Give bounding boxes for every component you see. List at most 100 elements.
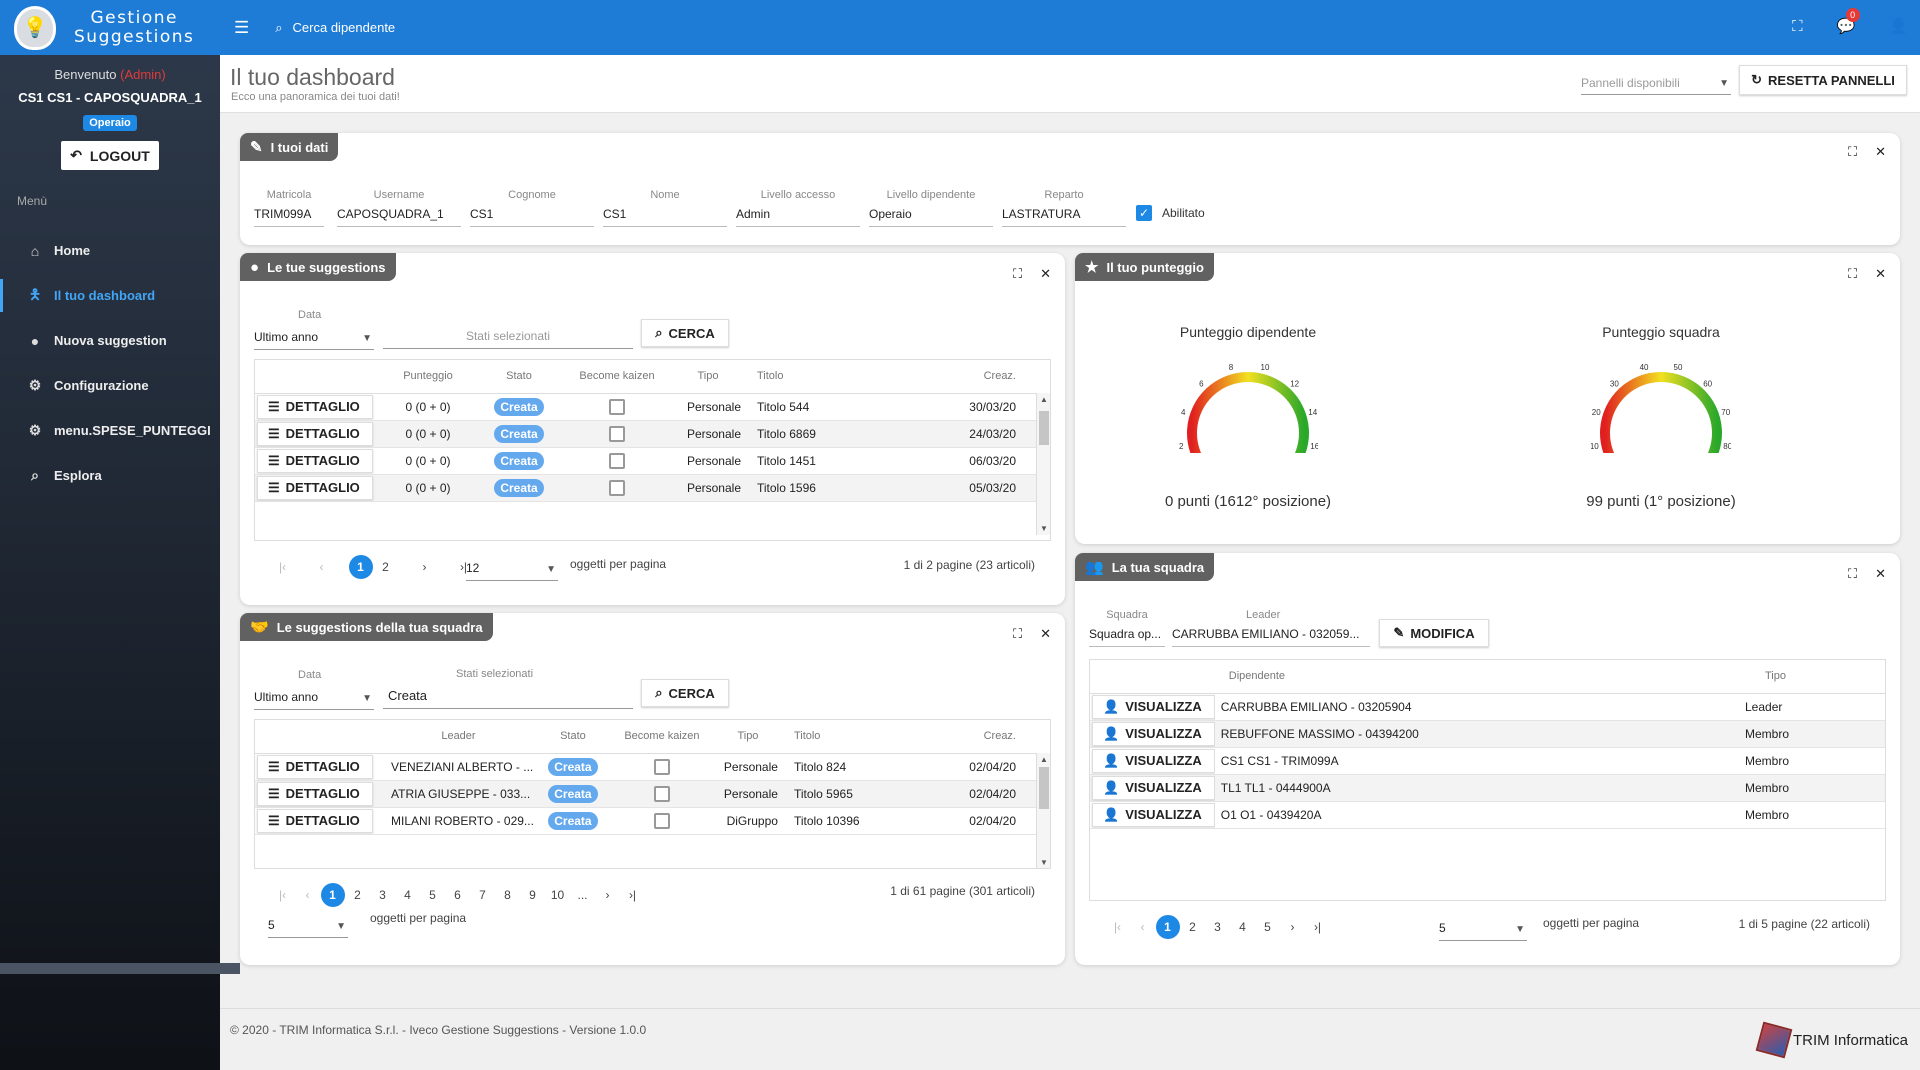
logout-button[interactable]: ↶ LOGOUT xyxy=(61,141,159,170)
visualizza-button[interactable]: 👤 VISUALIZZA xyxy=(1092,775,1215,800)
become-kaizen-checkbox[interactable] xyxy=(653,758,670,775)
sidebar-item-configurazione[interactable]: ⚙ Configurazione xyxy=(0,363,220,408)
dettaglio-button[interactable]: ☰ DETTAGLIO xyxy=(257,754,373,779)
per-page-select[interactable]: 5 ▼ xyxy=(1439,921,1527,941)
panel-tab[interactable]: ✎ I tuoi dati xyxy=(240,133,339,161)
check-icon[interactable]: ✓ xyxy=(1136,205,1152,221)
close-icon[interactable]: ✕ xyxy=(1875,566,1886,581)
field-value[interactable]: TRIM099A xyxy=(254,207,324,227)
dettaglio-button[interactable]: ☰ DETTAGLIO xyxy=(257,448,373,473)
stati-select[interactable]: Creata xyxy=(383,688,633,709)
user-icon[interactable]: 👤 xyxy=(1889,18,1908,35)
page-button[interactable]: 2 xyxy=(1189,920,1196,934)
visualizza-button[interactable]: 👤 VISUALIZZA xyxy=(1092,802,1215,827)
scroll-thumb[interactable] xyxy=(1039,411,1049,445)
expand-icon[interactable]: ⛶ xyxy=(1012,626,1023,641)
page-button[interactable]: 4 xyxy=(404,888,411,902)
visualizza-button[interactable]: 👤 VISUALIZZA xyxy=(1092,748,1215,773)
cerca-button[interactable]: ⌕ CERCA xyxy=(641,679,729,707)
dettaglio-button[interactable]: ☰ DETTAGLIO xyxy=(257,781,373,806)
abilitato-checkbox[interactable]: ✓ Abilitato xyxy=(1136,205,1205,221)
sidebar-item-spese-punteggi[interactable]: ⚙ menu.SPESE_PUNTEGGI xyxy=(0,408,220,453)
visualizza-button[interactable]: 👤 VISUALIZZA xyxy=(1092,721,1215,746)
page-button[interactable]: 5 xyxy=(1264,920,1271,934)
cerca-button[interactable]: ⌕ CERCA xyxy=(641,319,729,347)
col-stato[interactable]: Stato xyxy=(473,360,565,394)
dettaglio-button[interactable]: ☰ DETTAGLIO xyxy=(257,808,373,833)
expand-icon[interactable]: ⛶ xyxy=(1012,266,1023,281)
col-tipo[interactable]: Tipo xyxy=(669,360,747,394)
field-value[interactable]: LASTRATURA xyxy=(1002,207,1126,227)
field-value[interactable]: Admin xyxy=(736,207,860,227)
search-input[interactable]: Cerca dipendente xyxy=(292,20,396,35)
scroll-down-icon[interactable]: ▼ xyxy=(1040,524,1048,533)
col-creaz[interactable]: Creaz. xyxy=(879,720,1050,754)
notifications-icon[interactable]: 💬 0 xyxy=(1837,8,1860,35)
page-button[interactable]: 3 xyxy=(379,888,386,902)
visualizza-button[interactable]: 👤 VISUALIZZA xyxy=(1092,694,1215,719)
last-page-icon[interactable]: ›| xyxy=(1313,920,1322,934)
page-button[interactable]: 4 xyxy=(1239,920,1246,934)
become-kaizen-checkbox[interactable] xyxy=(609,452,625,469)
col-dipendente[interactable]: Dipendente xyxy=(1214,660,1705,694)
page-button[interactable]: 2 xyxy=(382,560,389,574)
become-kaizen-checkbox[interactable] xyxy=(653,812,670,829)
dettaglio-button[interactable]: ☰ DETTAGLIO xyxy=(257,394,373,419)
close-icon[interactable]: ✕ xyxy=(1875,144,1886,159)
become-kaizen-checkbox[interactable] xyxy=(609,398,625,415)
col-become-kaizen[interactable]: Become kaizen xyxy=(611,720,712,754)
expand-icon[interactable]: ⛶ xyxy=(1847,144,1858,159)
scroll-down-icon[interactable]: ▼ xyxy=(1040,858,1048,867)
page-button[interactable]: 10 xyxy=(550,888,565,902)
col-titolo[interactable]: Titolo xyxy=(747,360,843,394)
sidebar-scrollbar[interactable] xyxy=(0,963,240,974)
next-page-icon[interactable]: › xyxy=(1290,920,1295,934)
col-punteggio[interactable]: Punteggio xyxy=(383,360,473,394)
close-icon[interactable]: ✕ xyxy=(1875,266,1886,281)
become-kaizen-checkbox[interactable] xyxy=(609,425,625,442)
page-button[interactable]: 3 xyxy=(1214,920,1221,934)
col-become-kaizen[interactable]: Become kaizen xyxy=(565,360,669,394)
data-select[interactable]: Ultimo anno ▼ xyxy=(254,330,374,350)
stati-select[interactable]: Stati selezionati xyxy=(383,329,633,349)
hamburger-menu-icon[interactable]: ☰ xyxy=(234,17,250,37)
per-page-select[interactable]: 5 ▼ xyxy=(268,918,348,938)
sidebar-item-dashboard[interactable]: 🯅 Il tuo dashboard xyxy=(0,273,220,318)
next-page-icon[interactable]: › xyxy=(605,888,610,902)
scroll-up-icon[interactable]: ▲ xyxy=(1040,755,1048,764)
col-tipo[interactable]: Tipo xyxy=(711,720,784,754)
last-page-icon[interactable]: ›| xyxy=(628,888,637,902)
prev-page-icon[interactable]: ‹ xyxy=(319,560,324,574)
page-button[interactable]: 6 xyxy=(454,888,461,902)
scroll-up-icon[interactable]: ▲ xyxy=(1040,395,1048,404)
page-button[interactable]: 1 xyxy=(348,555,373,579)
next-page-icon[interactable]: › xyxy=(422,560,427,574)
col-leader[interactable]: Leader xyxy=(383,720,534,754)
field-value[interactable]: CS1 xyxy=(470,207,594,227)
page-button[interactable]: 2 xyxy=(354,888,361,902)
prev-page-icon[interactable]: ‹ xyxy=(1140,920,1145,934)
scroll-thumb[interactable] xyxy=(1039,767,1049,809)
expand-icon[interactable]: ⛶ xyxy=(1847,266,1858,281)
first-page-icon[interactable]: |‹ xyxy=(1113,920,1122,934)
page-button[interactable]: 5 xyxy=(429,888,436,902)
first-page-icon[interactable]: |‹ xyxy=(278,560,287,574)
data-select[interactable]: Ultimo anno ▼ xyxy=(254,690,374,710)
page-button[interactable]: 9 xyxy=(529,888,536,902)
fullscreen-icon[interactable]: ⛶ xyxy=(1792,17,1803,35)
table-scrollbar[interactable]: ▲ ▼ xyxy=(1036,753,1050,868)
close-icon[interactable]: ✕ xyxy=(1040,626,1051,641)
col-titolo[interactable]: Titolo xyxy=(783,720,880,754)
panel-tab[interactable]: 👥 La tua squadra xyxy=(1075,553,1215,581)
table-scrollbar[interactable]: ▲ ▼ xyxy=(1036,393,1050,535)
page-button[interactable]: 1 xyxy=(1155,915,1180,939)
reset-panels-button[interactable]: ↻ RESETTA PANNELLI xyxy=(1739,65,1907,95)
become-kaizen-checkbox[interactable] xyxy=(609,479,625,496)
expand-icon[interactable]: ⛶ xyxy=(1847,566,1858,581)
field-value[interactable]: Squadra op... xyxy=(1089,627,1165,647)
panel-tab[interactable]: 🤝 Le suggestions della tua squadra xyxy=(240,613,493,641)
sidebar-item-home[interactable]: ⌂ Home xyxy=(0,228,220,273)
panel-tab[interactable]: ★ Il tuo punteggio xyxy=(1075,253,1214,281)
per-page-select[interactable]: 12 ▼ xyxy=(466,561,558,581)
col-stato[interactable]: Stato xyxy=(533,720,612,754)
